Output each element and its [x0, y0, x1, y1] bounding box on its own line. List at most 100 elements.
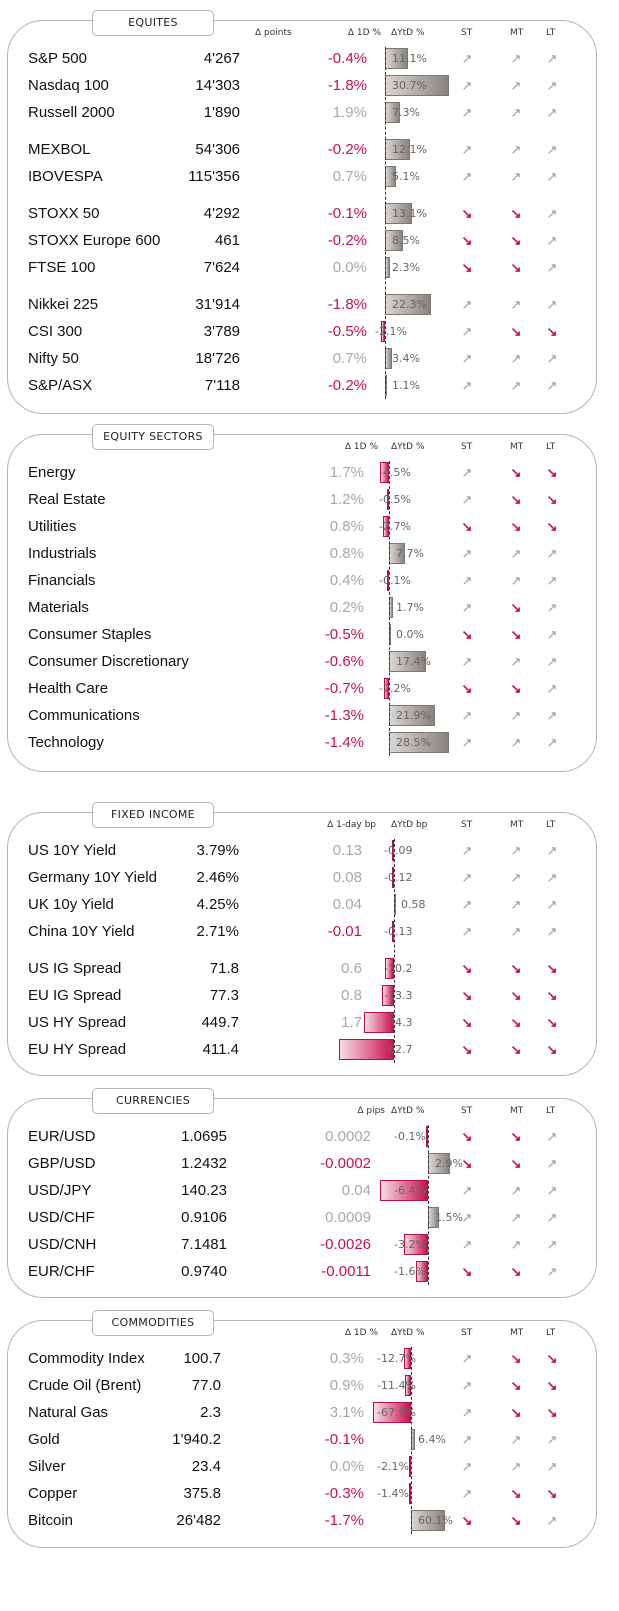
trend-up-icon: ↗ — [510, 1183, 522, 1198]
row-ytd: -1.6% — [394, 1265, 426, 1278]
row-name: Gold — [28, 1431, 60, 1448]
trend-up-icon: ↗ — [546, 735, 558, 750]
row-value: 3.79% — [196, 842, 239, 859]
row-value: 77.0 — [191, 1377, 221, 1394]
trend-up-icon: ↗ — [461, 735, 473, 750]
ytd-axis-line — [389, 461, 390, 756]
trend-down-icon: ↘ — [461, 627, 473, 642]
trend-up-icon: ↗ — [546, 169, 558, 184]
trend-up-icon: ↗ — [546, 233, 558, 248]
trend-down-icon: ↘ — [546, 1405, 558, 1420]
table-row: S&P/ASX 7'118 -0.2% 1.1% ↗ ↗ ↗ — [8, 372, 596, 399]
table-row: FTSE 100 7'624 0.0% 2.3% ↘ ↘ ↗ — [8, 254, 596, 281]
row-name: Health Care — [28, 680, 109, 697]
header-trend-2: LT — [546, 28, 556, 38]
row-name: Copper — [28, 1485, 78, 1502]
row-ytd: -2.1% — [375, 325, 407, 338]
ytd-bar-negative — [392, 840, 394, 861]
trend-down-icon: ↘ — [546, 519, 558, 534]
trend-down-icon: ↘ — [510, 1351, 522, 1366]
row-daily-change: -0.0002 — [320, 1155, 371, 1172]
header-trend-0: ST — [461, 1328, 473, 1338]
table-row: CSI 300 3'789 -0.5% -2.1% ↗ ↘ ↘ — [8, 318, 596, 345]
row-name: CSI 300 — [28, 323, 83, 340]
trend-down-icon: ↘ — [510, 1264, 522, 1279]
table-row: GBP/USD 1.2432 -0.0002 2.9% ↘ ↘ ↗ — [8, 1150, 596, 1177]
trend-up-icon: ↗ — [461, 1351, 473, 1366]
row-value: 115'356 — [188, 168, 240, 185]
row-name: MEXBOL — [28, 141, 91, 158]
row-name: Germany 10Y Yield — [28, 869, 157, 886]
trend-up-icon: ↗ — [461, 78, 473, 93]
row-daily-change: 0.6 — [341, 960, 362, 977]
trend-down-icon: ↘ — [546, 1378, 558, 1393]
trend-up-icon: ↗ — [461, 465, 473, 480]
row-daily-change: 0.8% — [329, 545, 364, 562]
row-ytd: 3.4% — [392, 352, 420, 365]
trend-down-icon: ↘ — [510, 681, 522, 696]
table-row: Consumer Discretionary -0.6% 17.4% ↗ ↗ ↗ — [8, 648, 596, 675]
row-value: 140.23 — [181, 1182, 227, 1199]
trend-up-icon: ↗ — [461, 546, 473, 561]
trend-down-icon: ↘ — [461, 988, 473, 1003]
header-trend-0: ST — [461, 820, 473, 830]
panel-4: COMMODITIES Δ 1D % ΔYtD % ST MT LT Commodity I… — [7, 1310, 597, 1548]
row-ytd: -1.4% — [377, 1487, 409, 1500]
ytd-bar-negative — [373, 1402, 411, 1423]
trend-up-icon: ↗ — [461, 1486, 473, 1501]
row-ytd: 17.4% — [396, 655, 431, 668]
trend-up-icon: ↗ — [546, 1210, 558, 1225]
row-daily-change: 1.7 — [341, 1014, 362, 1031]
row-daily-change: 0.2% — [329, 599, 364, 616]
table-row: S&P 500 4'267 -0.4% 11.1% ↗ ↗ ↗ — [8, 45, 596, 72]
row-name: USD/CNH — [28, 1236, 97, 1253]
row-daily-change: -1.8% — [327, 77, 367, 94]
row-name: Consumer Staples — [28, 626, 152, 643]
header-trend-2: LT — [546, 442, 556, 452]
row-ytd: 21.9% — [396, 709, 431, 722]
row-value: 1'940.2 — [172, 1431, 221, 1448]
row-value: 26'482 — [176, 1512, 221, 1529]
header-change: Δ points — [255, 28, 292, 38]
table-row: Commodity Index 100.7 0.3% -12.7% ↗ ↘ ↘ — [8, 1345, 596, 1372]
row-ytd: 2.3% — [392, 261, 420, 274]
row-value: 449.7 — [201, 1014, 239, 1031]
row-ytd: 12.1% — [392, 143, 427, 156]
trend-down-icon: ↘ — [546, 1015, 558, 1030]
row-name: USD/CHF — [28, 1209, 95, 1226]
trend-up-icon: ↗ — [546, 78, 558, 93]
trend-down-icon: ↘ — [510, 1156, 522, 1171]
row-ytd: 1.7% — [396, 601, 424, 614]
row-value: 2.46% — [196, 869, 239, 886]
ytd-bar-negative — [416, 1261, 428, 1282]
row-ytd: 11.1% — [392, 52, 427, 65]
row-ytd: -2.2% — [379, 682, 411, 695]
trend-up-icon: ↗ — [461, 351, 473, 366]
row-ytd: 0.58 — [401, 898, 426, 911]
trend-up-icon: ↗ — [546, 105, 558, 120]
trend-down-icon: ↘ — [461, 206, 473, 221]
row-value: 7'624 — [203, 259, 240, 276]
trend-down-icon: ↘ — [510, 1486, 522, 1501]
trend-down-icon: ↘ — [546, 961, 558, 976]
ytd-bar-negative — [426, 1126, 428, 1147]
trend-up-icon: ↗ — [461, 51, 473, 66]
table-row: US 10Y Yield 3.79% 0.13 -0.09 ↗ ↗ ↗ — [8, 837, 596, 864]
trend-up-icon: ↗ — [461, 897, 473, 912]
panel-title: EQUITY SECTORS — [92, 424, 214, 450]
row-name: EUR/CHF — [28, 1263, 95, 1280]
row-value: 1.2432 — [181, 1155, 227, 1172]
trend-up-icon: ↗ — [546, 1459, 558, 1474]
row-value: 4.25% — [196, 896, 239, 913]
trend-up-icon: ↗ — [546, 897, 558, 912]
trend-up-icon: ↗ — [510, 78, 522, 93]
header-trend-2: LT — [546, 820, 556, 830]
row-daily-change: -0.6% — [324, 653, 364, 670]
row-ytd: 7.7% — [396, 547, 424, 560]
row-ytd: 28.5% — [396, 736, 431, 749]
row-daily-change: 0.7% — [332, 168, 367, 185]
table-row: Russell 2000 1'890 1.9% 7.3% ↗ ↗ ↗ — [8, 99, 596, 126]
row-name: Bitcoin — [28, 1512, 74, 1529]
trend-down-icon: ↘ — [546, 465, 558, 480]
panel-1: EQUITY SECTORS Δ 1D % ΔYtD % ST MT LT Energy 1.… — [7, 424, 597, 772]
